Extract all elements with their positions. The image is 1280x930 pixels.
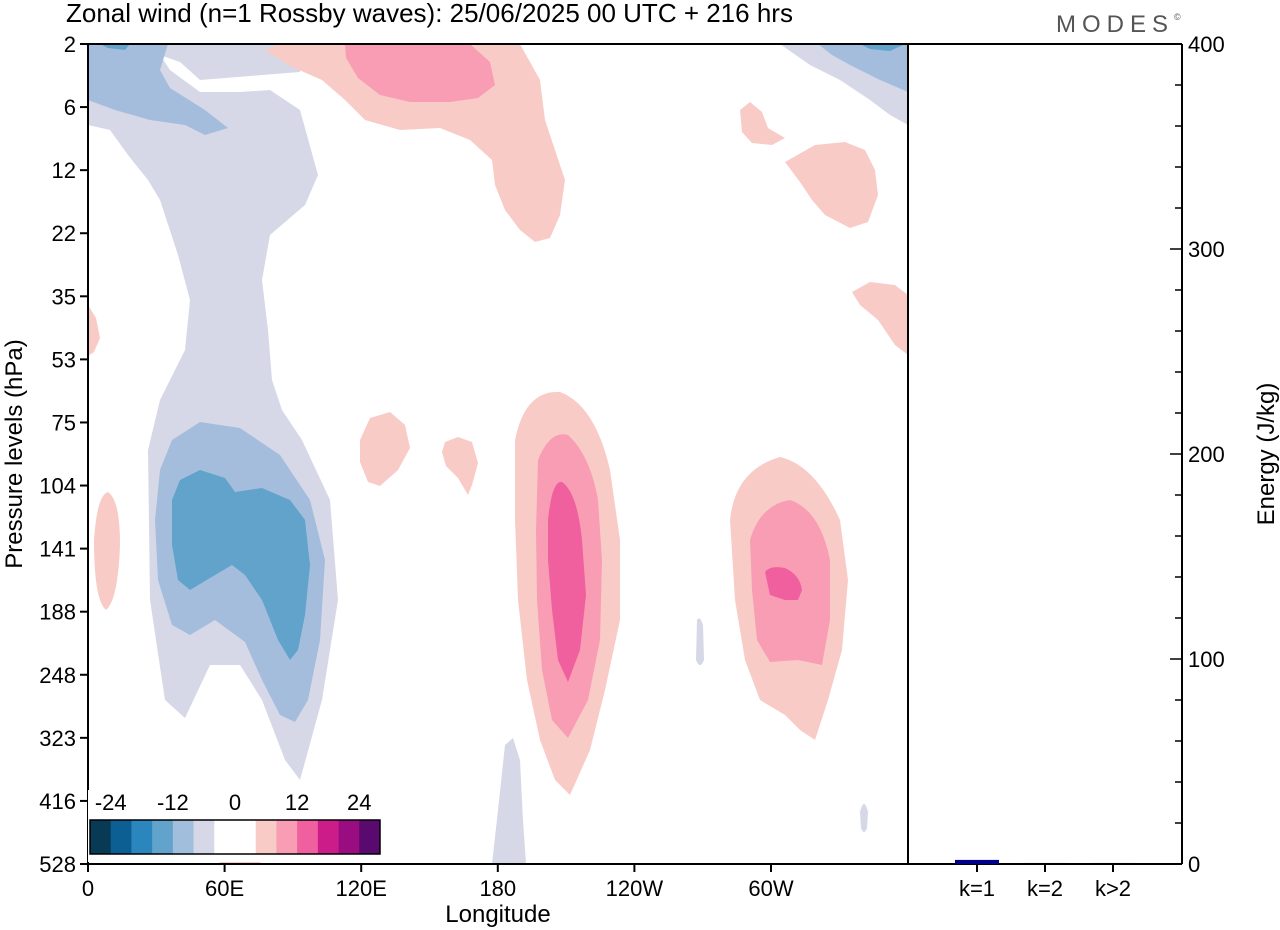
colorbar-cells	[90, 820, 381, 854]
colorbar-frame	[89, 819, 381, 855]
contour-neg-blob-mid	[696, 618, 704, 665]
x-tick-label: 0	[82, 876, 94, 901]
energy-y-axis: 0 100 200 300 400	[1170, 32, 1225, 877]
y-tick-label: 528	[39, 852, 76, 877]
energy-tick-label: 0	[1188, 852, 1200, 877]
colorbar-cell	[193, 820, 215, 854]
energy-category-label: k=2	[1027, 876, 1063, 901]
contour-neg-lvl3-upper	[100, 44, 130, 50]
contour-pos-blob-d	[360, 412, 410, 486]
colorbar-labels: -24 -12 0 12 24	[95, 790, 372, 815]
y-tick-label: 6	[64, 95, 76, 120]
contour-pos-blob-e	[442, 437, 478, 495]
colorbar-cell	[276, 820, 298, 854]
x-axis-longitude: 0 60E 120E 180 120W 60W	[82, 864, 794, 901]
y-tick-label: 53	[52, 347, 76, 372]
y-tick-label: 12	[52, 158, 76, 183]
y-tick-label: 104	[39, 474, 76, 499]
colorbar-cell	[338, 820, 360, 854]
colorbar-cell	[152, 820, 174, 854]
energy-axis-title: Energy (J/kg)	[1253, 383, 1280, 526]
energy-bar-k1	[955, 859, 999, 864]
energy-x-axis: k=1 k=2 k>2	[959, 864, 1131, 901]
colorbar-cell	[214, 820, 236, 854]
contour-neg-lvl3-main	[172, 470, 310, 660]
contour-neg-blob-180	[492, 738, 526, 864]
contour-pos-blob-c	[852, 282, 908, 355]
y-tick-label: 323	[39, 726, 76, 751]
y-axis-title: Pressure levels (hPa)	[1, 339, 28, 568]
energy-bar-k2	[1023, 862, 1067, 865]
energy-category-label: k>2	[1095, 876, 1131, 901]
contour-pos-blob-lefthi	[94, 492, 120, 610]
energy-tick-label: 200	[1188, 442, 1225, 467]
chart-title: Zonal wind (n=1 Rossby waves): 25/06/202…	[66, 0, 793, 28]
contour-pos-blob-b	[785, 142, 878, 228]
modes-logo: MODES©	[1056, 11, 1187, 38]
colorbar-cell	[110, 820, 132, 854]
colorbar-cell	[90, 820, 112, 854]
y-tick-label: 248	[39, 663, 76, 688]
colorbar-tick-label: 12	[285, 790, 309, 815]
y-tick-label: 188	[39, 600, 76, 625]
y-tick-label: 22	[52, 221, 76, 246]
colorbar-cell	[255, 820, 277, 854]
energy-tick-label: 300	[1188, 237, 1225, 262]
colorbar-tick-label: 24	[347, 790, 371, 815]
contour-pos-blob-leftedge	[88, 305, 100, 356]
contour-neg-lvl2-upper	[88, 44, 228, 135]
y-axis-pressure: 2 6 12 22 35 53 75 104 141 188 248 323 416 528	[39, 32, 88, 877]
colorbar-tick-label: 0	[229, 790, 241, 815]
colorbar-cell	[172, 820, 195, 854]
contour-neg-blob-low	[860, 804, 868, 832]
contour-neg-lvl3-topright	[860, 44, 905, 51]
contour-pos-lvl2-top	[345, 44, 495, 102]
colorbar-cell	[131, 820, 153, 854]
y-tick-label: 416	[39, 789, 76, 814]
y-tick-label: 35	[52, 284, 76, 309]
x-tick-label: 120E	[336, 876, 387, 901]
energy-tick-label: 100	[1188, 647, 1225, 672]
x-tick-label: 60W	[748, 876, 793, 901]
contour-pos-lvl3-right	[765, 567, 802, 600]
energy-bars	[955, 859, 1135, 865]
energy-bar-k2	[1091, 862, 1135, 865]
contour-pos-lvl3-center	[548, 481, 586, 682]
x-tick-label: 60E	[205, 876, 244, 901]
colorbar-cell	[359, 820, 381, 854]
energy-category-label: k=1	[959, 876, 995, 901]
x-tick-label: 180	[479, 876, 516, 901]
x-axis-title: Longitude	[445, 901, 550, 928]
x-tick-label: 120W	[606, 876, 664, 901]
energy-tick-label: 400	[1188, 32, 1225, 57]
energy-panel: 0 100 200 300 400 k=1 k=2 k>2 Energy (J/kg)	[907, 32, 1280, 901]
colorbar-tick-label: -12	[157, 790, 189, 815]
y-tick-label: 141	[39, 537, 76, 562]
colorbar-cell	[317, 820, 340, 854]
contour-pos-lvl1-top	[265, 44, 565, 242]
colorbar-cell	[297, 820, 319, 854]
y-tick-label: 2	[64, 32, 76, 57]
contour-field	[88, 44, 908, 864]
contour-pos-blob-a	[740, 102, 785, 145]
y-tick-label: 75	[52, 410, 76, 435]
contour-neg-lvl2-topright	[818, 44, 908, 92]
colorbar-cell	[235, 820, 257, 854]
colorbar-tick-label: -24	[95, 790, 127, 815]
colorbar-legend: -24 -12 0 12 24	[88, 790, 386, 862]
